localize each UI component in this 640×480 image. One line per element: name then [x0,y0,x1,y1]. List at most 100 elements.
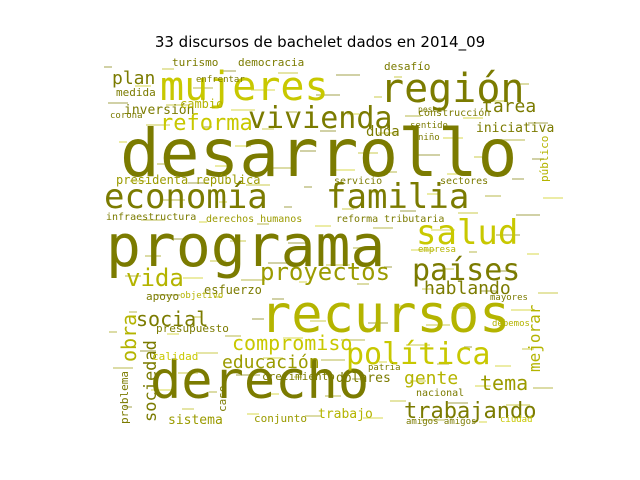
word-familia: familia [326,177,469,217]
filler-word-mark [352,378,364,380]
filler-word-mark [394,76,402,78]
filler-word-mark [480,290,496,292]
filler-word-mark [230,240,246,242]
filler-word-mark [453,307,473,309]
word-política: política [346,337,491,372]
word-problema: problema [118,371,131,424]
word-salud: salud [416,213,518,253]
filler-word-mark [263,357,283,359]
filler-word-mark [247,413,259,415]
filler-word-mark [475,385,491,387]
filler-word-mark [135,85,151,87]
word-región: región [380,66,525,112]
word-compromiso: compromiso [232,331,352,355]
filler-word-mark [321,359,345,361]
filler-word-mark [320,130,336,132]
word-servicio: servicio [334,176,382,187]
filler-word-mark [447,173,459,175]
filler-word-mark [119,141,127,143]
filler-word-mark [522,348,534,350]
filler-word-mark [448,402,468,404]
word-países: países [412,253,520,288]
filler-word-mark [431,229,455,231]
filler-word-mark [114,236,122,238]
filler-word-mark [141,219,165,221]
filler-word-mark [108,102,128,104]
filler-word-mark [485,195,501,197]
filler-word-mark [373,227,393,229]
filler-word-mark [193,87,213,89]
filler-word-mark [495,365,511,367]
word-duda: duda [366,124,400,140]
word-tema: tema [480,371,528,395]
word-dólares: dólares [336,371,391,386]
word-reforma: reforma [160,111,253,136]
word-gente: gente [404,368,458,389]
filler-word-mark [533,387,553,389]
word-amigos-amigos: amigos amigos [406,417,476,427]
filler-word-mark [336,74,360,76]
filler-word-mark [325,395,341,397]
word-sociedad: sociedad [141,340,161,422]
chart-title: 33 discursos de bachelet dados en 2014_0… [154,33,486,51]
filler-word-mark [246,184,270,186]
filler-word-mark [543,197,563,199]
filler-word-mark [378,132,398,134]
word-iniciativa: iniciativa [476,121,554,136]
filler-word-mark [113,367,133,369]
word-hablando: hablando [424,278,511,299]
filler-word-mark [363,417,383,419]
word-proyectos: proyectos [260,258,390,286]
filler-word-mark [390,400,406,402]
filler-word-mark [104,66,112,68]
word-plan: plan [112,68,155,89]
filler-word-mark [490,100,506,102]
word-ciudad: ciudad [500,415,533,425]
word-trabajo: trabajo [318,407,373,422]
filler-word-mark [474,156,482,158]
filler-word-mark [300,150,316,152]
filler-word-mark [272,298,284,300]
filler-word-mark [374,96,382,98]
filler-word-mark [347,113,359,115]
filler-word-mark [289,111,297,113]
word-mejorar: mejorar [525,304,544,372]
word-sistema: sistema [168,413,223,428]
filler-word-mark [236,374,260,376]
word-sentido: sentido [410,121,448,131]
filler-word-mark [214,296,222,298]
filler-word-mark [231,109,255,111]
filler-word-mark [209,391,217,393]
filler-word-mark [251,89,275,91]
filler-word-mark [421,419,445,421]
filler-word-mark [178,372,198,374]
word-patria: patria [368,363,401,373]
word-cambio: cambio [180,97,223,111]
filler-word-mark [437,363,449,365]
filler-word-mark [538,292,558,294]
filler-word-mark [225,335,241,337]
filler-word-mark [443,137,463,139]
filler-word-mark [151,389,175,391]
word-esfuerzo: esfuerzo [204,283,262,297]
filler-word-mark [161,199,185,201]
filler-word-mark [257,223,269,225]
filler-word-mark [172,238,184,240]
filler-word-mark [241,279,265,281]
filler-word-mark [512,178,524,180]
word-vivienda: vivienda [248,101,393,136]
filler-word-mark [458,212,478,214]
filler-word-mark [273,167,293,169]
word-apoyo: apoyo [146,290,179,303]
filler-word-mark [395,305,411,307]
filler-word-mark [442,268,454,270]
word-mujeres: mujeres [160,64,329,110]
filler-word-mark [369,191,377,193]
word-derechos-humanos: derechos humanos [206,214,302,225]
filler-word-mark [210,260,226,262]
filler-word-mark [130,180,146,182]
word-empresa: empresa [418,245,456,255]
filler-word-mark [479,421,487,423]
filler-word-mark [156,294,180,296]
